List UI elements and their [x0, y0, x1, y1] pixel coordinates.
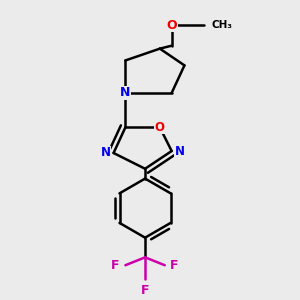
Text: N: N [120, 86, 130, 99]
Text: F: F [111, 259, 120, 272]
Text: F: F [141, 284, 149, 297]
Text: F: F [170, 259, 179, 272]
Text: O: O [155, 121, 165, 134]
Text: CH₃: CH₃ [211, 20, 232, 30]
Text: N: N [175, 145, 184, 158]
Text: N: N [101, 146, 111, 160]
Text: O: O [166, 19, 177, 32]
